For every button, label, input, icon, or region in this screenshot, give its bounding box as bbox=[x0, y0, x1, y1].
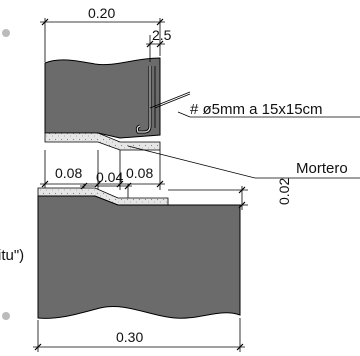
dimension-step: 0.04 bbox=[80, 169, 132, 198]
dim-width-lower-text: 0.30 bbox=[116, 329, 143, 345]
lower-concrete-body bbox=[37, 195, 241, 319]
dim-left-text: 0.08 bbox=[55, 165, 82, 181]
dimension-thickness: 0.02 bbox=[168, 178, 292, 210]
dimension-width-upper: 0.20 bbox=[40, 5, 165, 62]
dim-right-text: 0.08 bbox=[126, 165, 153, 181]
upper-concrete-body bbox=[44, 57, 161, 139]
upper-piece: 0.20 2.5 # ø5mm a 15x15cm Mortero bbox=[40, 5, 360, 190]
dim-thickness-text: 0.02 bbox=[276, 178, 292, 205]
mortar-label: Mortero bbox=[296, 160, 348, 177]
rebar-label: # ø5mm a 15x15cm bbox=[190, 101, 323, 118]
mortar-leader: Mortero bbox=[127, 145, 360, 179]
dim-cover-text: 2.5 bbox=[152, 27, 172, 43]
rebar-leader: # ø5mm a 15x15cm bbox=[149, 91, 360, 118]
edge-marker-top bbox=[2, 29, 10, 37]
dimension-bottom-upper: 0.08 0.08 bbox=[40, 150, 165, 190]
cutoff-label: itu") bbox=[0, 247, 24, 264]
dimension-width-lower: 0.30 bbox=[33, 318, 245, 352]
dimension-cover: 2.5 bbox=[146, 27, 172, 62]
dim-width-upper-text: 0.20 bbox=[88, 5, 115, 21]
dim-step-text: 0.04 bbox=[96, 169, 123, 185]
lower-piece: 0.04 0.02 0.30 itu") bbox=[0, 29, 292, 352]
edge-marker-bottom bbox=[2, 312, 10, 320]
